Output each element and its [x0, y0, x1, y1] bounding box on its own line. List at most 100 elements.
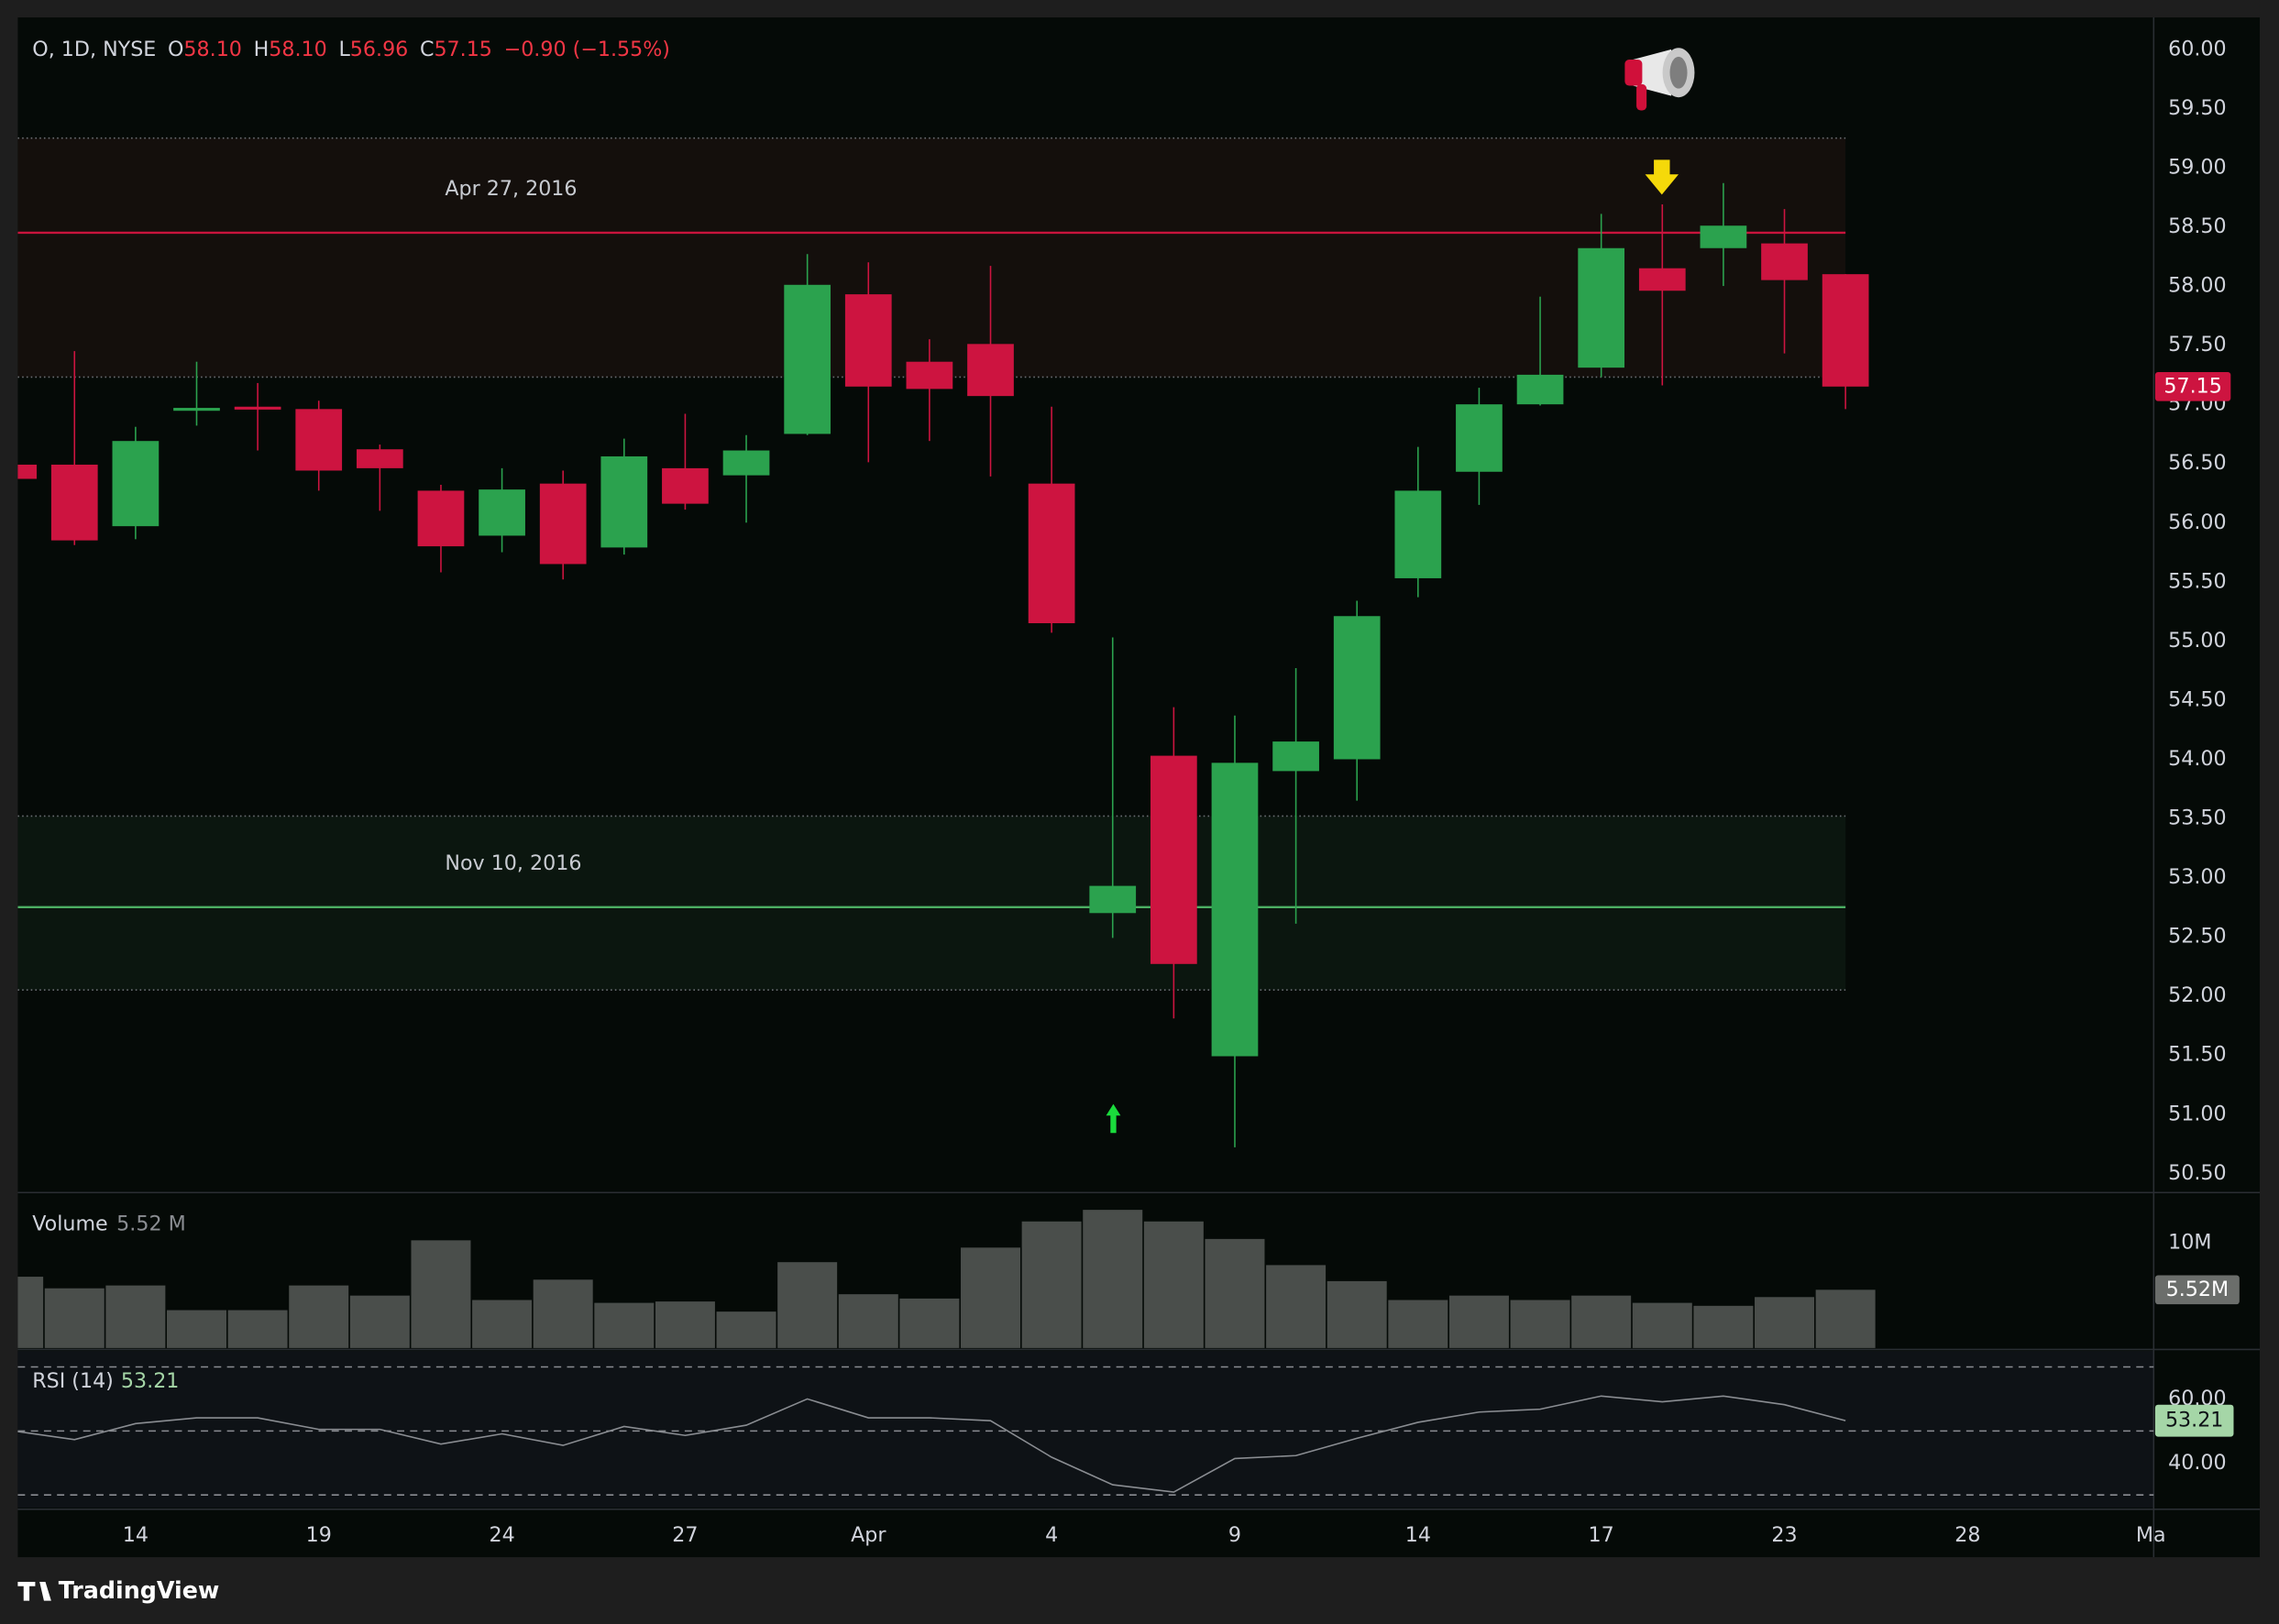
- y-tick-label: 52.00: [2168, 983, 2226, 1007]
- volume-bar: [44, 1288, 105, 1348]
- volume-bar: [1693, 1305, 1754, 1348]
- volume-bar: [1510, 1300, 1570, 1348]
- y-tick-label: 52.50: [2168, 925, 2226, 949]
- overlay: 14 19 24 27 Apr 4 9 14 17 23 28 Ma 50.50 51.00 51.50 52…: [123, 37, 2240, 1547]
- y-tick-label: 59.50: [2168, 96, 2226, 120]
- volume-bar: [227, 1310, 288, 1348]
- candle-body: [1211, 763, 1259, 1057]
- candle-body: [906, 361, 953, 390]
- high-value: 58.10: [269, 37, 326, 60]
- y-tick-label: 57.50: [2168, 333, 2226, 357]
- volume-bar: [1632, 1302, 1692, 1348]
- candle-body: [356, 449, 403, 468]
- megaphone-icon: [1624, 48, 1695, 111]
- zone: [17, 137, 1846, 378]
- change: −0.90 (−1.55%): [504, 37, 670, 60]
- symbol: O, 1D, NYSE: [32, 37, 156, 60]
- candle-body: [295, 409, 343, 471]
- signal-down-arrow: [1645, 159, 1679, 195]
- volume-bar: [1571, 1295, 1632, 1348]
- open-value: 58.10: [183, 37, 241, 60]
- high-label: H: [254, 37, 270, 60]
- volume-bar: [716, 1311, 776, 1348]
- y-tick-label: 58.50: [2168, 214, 2226, 238]
- rsi-title: RSI (14): [32, 1369, 114, 1393]
- candle-body: [1638, 268, 1686, 291]
- x-tick-label: 28: [1954, 1523, 1980, 1547]
- candle-body: [417, 490, 465, 547]
- candle-body: [1761, 243, 1808, 280]
- volume-bar: [838, 1294, 898, 1348]
- y-tick-label: 56.50: [2168, 451, 2226, 475]
- x-tick-label: Apr: [851, 1523, 886, 1547]
- candle-body: [1822, 274, 1869, 387]
- candle-body: [1333, 616, 1381, 760]
- rsi-value: 53.21: [121, 1369, 179, 1393]
- volume-bar: [289, 1285, 349, 1348]
- candle-body: [600, 455, 648, 548]
- y-tick-label: 60.00: [2168, 37, 2226, 60]
- open-label: O: [168, 37, 183, 60]
- y-tick-label: 40.00: [2168, 1451, 2226, 1475]
- volume-bar: [1266, 1265, 1327, 1348]
- y-tick-label: 56.00: [2168, 510, 2226, 534]
- x-tick-label: 9: [1228, 1523, 1241, 1547]
- close-label: C: [420, 37, 434, 60]
- volume-bar: [1815, 1289, 1876, 1348]
- price-tag: [2154, 371, 2231, 401]
- y-tick-label: 55.50: [2168, 569, 2226, 593]
- y-tick-label: 10M: [2168, 1230, 2211, 1254]
- plot: Apr 27, 2016 Nov 10, 2016: [17, 137, 2154, 1497]
- volume-tag: [2154, 1275, 2240, 1305]
- signal-up-arrow: [1106, 1103, 1121, 1134]
- close-value: 57.15: [434, 37, 491, 60]
- y-tick-label: 50.50: [2168, 1161, 2226, 1185]
- volume-bar: [655, 1301, 715, 1348]
- candle-body: [1150, 755, 1197, 964]
- candle-body: [1028, 483, 1075, 624]
- candle-body: [173, 408, 220, 411]
- volume-bar: [594, 1302, 655, 1348]
- volume-title: Volume: [32, 1213, 107, 1236]
- low-label: L: [338, 37, 350, 60]
- volume-bar: [105, 1285, 166, 1348]
- low-value: 56.96: [350, 37, 408, 60]
- volume-bar: [1388, 1300, 1448, 1348]
- zone-label: Nov 10, 2016: [445, 851, 581, 875]
- rsi-tag-label: 53.21: [2165, 1409, 2223, 1432]
- x-tick-label: 27: [672, 1523, 698, 1547]
- volume-bar: [1205, 1238, 1265, 1348]
- volume-bar: [17, 1277, 44, 1348]
- y-tick-label: 54.50: [2168, 687, 2226, 711]
- candle-body: [967, 344, 1014, 397]
- candle-body: [479, 489, 525, 536]
- candle-body: [1578, 247, 1625, 368]
- volume-bar: [777, 1262, 838, 1348]
- candle-body: [17, 465, 38, 479]
- rsi-tag: [2154, 1404, 2234, 1437]
- candle-body: [539, 483, 587, 565]
- y-tick-label: 51.00: [2168, 1102, 2226, 1125]
- volume-bar: [533, 1279, 593, 1348]
- volume-tag-label: 5.52M: [2166, 1278, 2229, 1301]
- volume-bar: [899, 1298, 960, 1348]
- x-tick-label: 14: [1405, 1523, 1431, 1547]
- volume-bar: [1327, 1280, 1387, 1348]
- x-tick-label: 14: [123, 1523, 149, 1547]
- x-tick-label: 24: [489, 1523, 514, 1547]
- candle-body: [1089, 885, 1137, 914]
- y-tick-label: 53.50: [2168, 807, 2226, 830]
- volume-bar: [1755, 1297, 1815, 1348]
- y-tick-label: 55.00: [2168, 629, 2226, 653]
- y-tick-label: 59.00: [2168, 155, 2226, 179]
- volume-bar: [1448, 1295, 1509, 1348]
- x-tick-label: 4: [1045, 1523, 1058, 1547]
- candle-body: [844, 294, 892, 387]
- candle-body: [722, 450, 770, 476]
- volume-bar: [411, 1240, 471, 1348]
- candle-body: [50, 465, 98, 541]
- y-tick-label: 54.00: [2168, 747, 2226, 771]
- candle-body: [234, 406, 281, 410]
- volume-bar: [1021, 1221, 1082, 1348]
